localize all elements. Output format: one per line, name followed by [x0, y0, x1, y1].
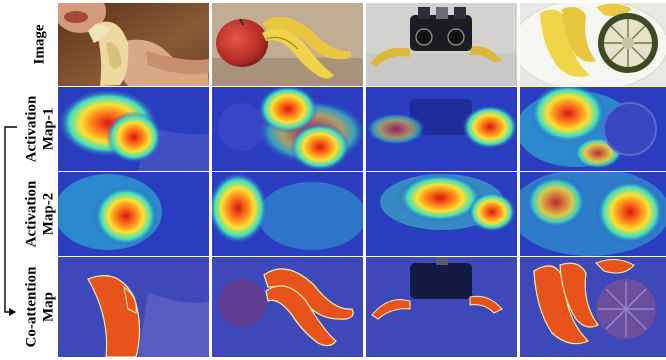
activation-map-2-banana-with-binoculars [366, 172, 517, 256]
image-person-eating-banana [58, 3, 209, 86]
co-attention-map-bananas-and-sugar-apple [520, 257, 666, 357]
co-attention-map-apple-and-bananas [212, 257, 363, 357]
co-attention-map-person-eating-banana [58, 257, 209, 357]
image-apple-and-bananas [212, 3, 363, 86]
activation-map-2-apple-and-bananas [212, 172, 363, 256]
row-label-activation-map-2: Activation Map-2 [22, 172, 58, 256]
activation-map-2-bananas-and-sugar-apple [520, 172, 666, 256]
activation-map-1-banana-with-binoculars [366, 87, 517, 171]
activation-map-2-person-eating-banana [58, 172, 209, 256]
image-banana-with-binoculars [366, 3, 517, 86]
row-label-image-line-1: Image [31, 24, 48, 65]
row-flow-arrow [4, 126, 17, 316]
row-label-activation-map-1-line-2: Map-1 [40, 107, 57, 151]
co-attention-map-banana-with-binoculars [366, 257, 517, 357]
activation-map-1-person-eating-banana [58, 87, 209, 171]
row-label-activation-map-2-line-1: Activation [23, 180, 40, 248]
row-label-co-attention-map-line-1: Co-attention [23, 266, 40, 348]
row-label-co-attention-map: Co-attention Map [22, 257, 58, 357]
row-label-activation-map-2-line-2: Map-2 [40, 192, 57, 236]
row-label-image: Image [22, 3, 58, 86]
row-label-co-attention-map-line-2: Map [40, 292, 57, 323]
image-bananas-and-sugar-apple-in-bowl [520, 3, 666, 86]
row-label-activation-map-1-line-1: Activation [23, 95, 40, 163]
row-label-activation-map-1: Activation Map-1 [22, 87, 58, 171]
activation-map-1-apple-and-bananas [212, 87, 363, 171]
activation-map-1-bananas-and-sugar-apple [520, 87, 666, 171]
